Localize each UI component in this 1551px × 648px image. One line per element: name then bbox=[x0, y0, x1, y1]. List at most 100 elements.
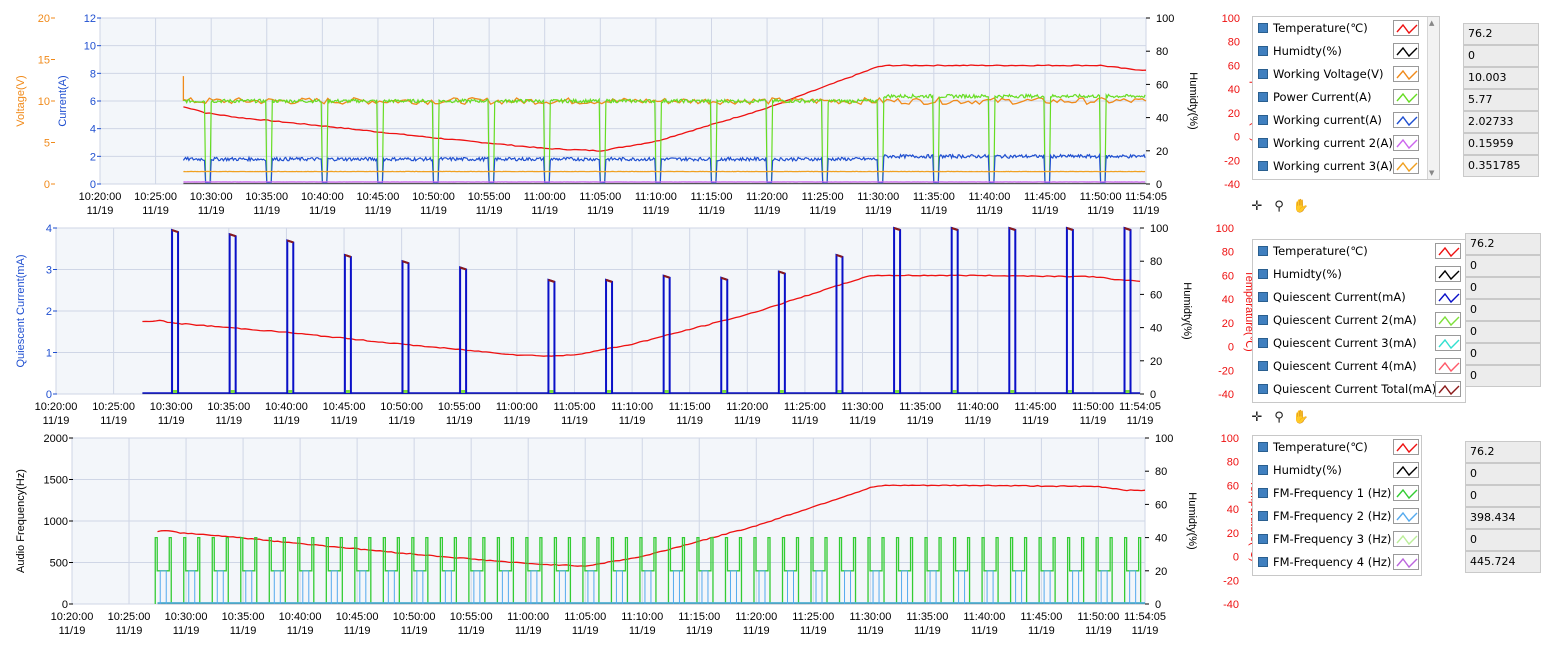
legend-item-fm2[interactable]: FM-Frequency 2 (Hz) bbox=[1253, 505, 1421, 528]
line-style-swatch[interactable] bbox=[1435, 312, 1461, 328]
line-style-swatch[interactable] bbox=[1393, 43, 1419, 59]
plot-visibility-checkbox[interactable] bbox=[1258, 338, 1268, 348]
line-style-swatch[interactable] bbox=[1435, 243, 1461, 259]
y-tick-temperature: 20 bbox=[1227, 528, 1239, 540]
fm2-burst bbox=[359, 570, 367, 604]
x-tick-time: 11:00:00 bbox=[524, 191, 566, 203]
line-style-swatch[interactable] bbox=[1435, 289, 1461, 305]
line-style-swatch[interactable] bbox=[1393, 135, 1419, 151]
x-tick-date: 11/19 bbox=[173, 625, 200, 637]
y-tick-temperature: 60 bbox=[1222, 270, 1234, 282]
fm2-burst bbox=[787, 570, 795, 604]
plot-visibility-checkbox[interactable] bbox=[1258, 69, 1268, 79]
y-tick-frequency: 500 bbox=[50, 558, 68, 570]
legend-item-fm1[interactable]: FM-Frequency 1 (Hz) bbox=[1253, 482, 1421, 505]
y-axis-label-current: Current(A) bbox=[57, 75, 69, 126]
plot-visibility-checkbox[interactable] bbox=[1258, 442, 1268, 452]
legend-item-quiescent_current_2[interactable]: Quiescent Current 2(mA) bbox=[1253, 309, 1465, 332]
plot-visibility-checkbox[interactable] bbox=[1258, 315, 1268, 325]
plot-visibility-checkbox[interactable] bbox=[1258, 557, 1268, 567]
cursor-move-tool-icon[interactable]: ✛ bbox=[1251, 199, 1263, 214]
line-style-swatch[interactable] bbox=[1435, 358, 1461, 374]
line-style-swatch[interactable] bbox=[1393, 112, 1419, 128]
y-tick-humidity: 0 bbox=[1150, 389, 1156, 401]
quiescent-spike-peak bbox=[402, 260, 409, 265]
x-tick-date: 11/19 bbox=[754, 205, 781, 217]
plot-visibility-checkbox[interactable] bbox=[1258, 23, 1268, 33]
x-tick-time: 11:35:00 bbox=[906, 611, 948, 623]
line-style-swatch[interactable] bbox=[1393, 66, 1419, 82]
line-style-swatch[interactable] bbox=[1435, 266, 1461, 282]
legend-scrollbar[interactable]: ▲ ▼ bbox=[1427, 17, 1439, 179]
x-tick-time: 11:30:00 bbox=[849, 611, 891, 623]
line-style-swatch[interactable] bbox=[1393, 554, 1419, 570]
legend-item-fm4[interactable]: FM-Frequency 4 (Hz) bbox=[1253, 551, 1421, 574]
legend-item-quiescent_current_3[interactable]: Quiescent Current 3(mA) bbox=[1253, 332, 1465, 355]
zoom-tool-icon[interactable]: ⚲ bbox=[1274, 410, 1284, 425]
legend-item-humidity[interactable]: Humidty(%) bbox=[1253, 40, 1439, 63]
line-style-swatch[interactable] bbox=[1393, 20, 1419, 36]
line-style-swatch[interactable] bbox=[1435, 335, 1461, 351]
plot-visibility-checkbox[interactable] bbox=[1258, 534, 1268, 544]
plot-visibility-checkbox[interactable] bbox=[1258, 138, 1268, 148]
pan-hand-tool-icon[interactable]: ✋ bbox=[1292, 410, 1310, 425]
scroll-up-icon[interactable]: ▲ bbox=[1429, 19, 1435, 27]
legend-item-temperature[interactable]: Temperature(℃) bbox=[1253, 240, 1465, 263]
plot-visibility-checkbox[interactable] bbox=[1258, 488, 1268, 498]
y-tick-humidity: 80 bbox=[1150, 256, 1162, 268]
line-style-swatch[interactable] bbox=[1393, 158, 1419, 174]
plot-visibility-checkbox[interactable] bbox=[1258, 292, 1268, 302]
legend-label: Quiescent Current 4(mA) bbox=[1273, 359, 1417, 373]
plot-visibility-checkbox[interactable] bbox=[1258, 246, 1268, 256]
x-tick-date: 11/19 bbox=[809, 205, 836, 217]
legend-item-working_current_3[interactable]: Working current 3(A) bbox=[1253, 155, 1439, 178]
plot-visibility-checkbox[interactable] bbox=[1258, 46, 1268, 56]
line-style-swatch[interactable] bbox=[1393, 531, 1419, 547]
quiescent-chart[interactable] bbox=[53, 226, 1144, 395]
legend-item-fm3[interactable]: FM-Frequency 3 (Hz) bbox=[1253, 528, 1421, 551]
legend-item-voltage[interactable]: Working Voltage(V) bbox=[1253, 63, 1439, 86]
value-readout-humidity: 0 bbox=[1465, 255, 1541, 277]
legend-item-power_current[interactable]: Power Current(A) bbox=[1253, 86, 1439, 109]
plot-visibility-checkbox[interactable] bbox=[1258, 511, 1268, 521]
legend-item-quiescent_total[interactable]: Quiescent Current Total(mA) bbox=[1253, 378, 1465, 401]
power-chart[interactable] bbox=[51, 17, 1150, 185]
legend-item-quiescent_current[interactable]: Quiescent Current(mA) bbox=[1253, 286, 1465, 309]
plot-visibility-checkbox[interactable] bbox=[1258, 92, 1268, 102]
fm2-burst bbox=[986, 570, 994, 604]
plot-visibility-checkbox[interactable] bbox=[1258, 161, 1268, 171]
x-tick-date: 11/19 bbox=[1085, 625, 1112, 637]
legend-label: Quiescent Current 2(mA) bbox=[1273, 313, 1417, 327]
line-style-swatch[interactable] bbox=[1393, 89, 1419, 105]
scroll-down-icon[interactable]: ▼ bbox=[1429, 169, 1435, 177]
legend-item-humidity[interactable]: Humidty(%) bbox=[1253, 263, 1465, 286]
legend-item-quiescent_current_4[interactable]: Quiescent Current 4(mA) bbox=[1253, 355, 1465, 378]
zoom-tool-icon[interactable]: ⚲ bbox=[1274, 199, 1284, 214]
line-style-swatch[interactable] bbox=[1393, 508, 1419, 524]
x-tick-date: 11/19 bbox=[401, 625, 428, 637]
legend-item-temperature[interactable]: Temperature(℃) bbox=[1253, 436, 1421, 459]
line-style-swatch[interactable] bbox=[1393, 462, 1419, 478]
x-tick-date: 11/19 bbox=[458, 625, 485, 637]
plot-visibility-checkbox[interactable] bbox=[1258, 115, 1268, 125]
plot-visibility-checkbox[interactable] bbox=[1258, 465, 1268, 475]
audio-chart[interactable] bbox=[69, 437, 1149, 605]
value-readout-quiescent_current_3: 0 bbox=[1465, 321, 1541, 343]
line-style-swatch[interactable] bbox=[1435, 381, 1461, 397]
line-style-swatch[interactable] bbox=[1393, 439, 1419, 455]
plot-visibility-checkbox[interactable] bbox=[1258, 361, 1268, 371]
legend-item-humidity[interactable]: Humidty(%) bbox=[1253, 459, 1421, 482]
legend-item-working_current[interactable]: Working current(A) bbox=[1253, 109, 1439, 132]
pan-hand-tool-icon[interactable]: ✋ bbox=[1292, 199, 1310, 214]
y-tick-humidity: 20 bbox=[1155, 566, 1167, 578]
y-tick-humidity: 20 bbox=[1156, 146, 1168, 158]
cursor-move-tool-icon[interactable]: ✛ bbox=[1251, 410, 1263, 425]
line-style-swatch[interactable] bbox=[1393, 485, 1419, 501]
value-readout-quiescent_total: 0 bbox=[1465, 365, 1541, 387]
plot-visibility-checkbox[interactable] bbox=[1258, 384, 1268, 394]
fm2-burst bbox=[273, 570, 281, 604]
plot-visibility-checkbox[interactable] bbox=[1258, 269, 1268, 279]
legend-item-working_current_2[interactable]: Working current 2(A) bbox=[1253, 132, 1439, 155]
x-tick-date: 11/19 bbox=[1080, 415, 1107, 427]
legend-item-temperature[interactable]: Temperature(℃) bbox=[1253, 17, 1439, 40]
